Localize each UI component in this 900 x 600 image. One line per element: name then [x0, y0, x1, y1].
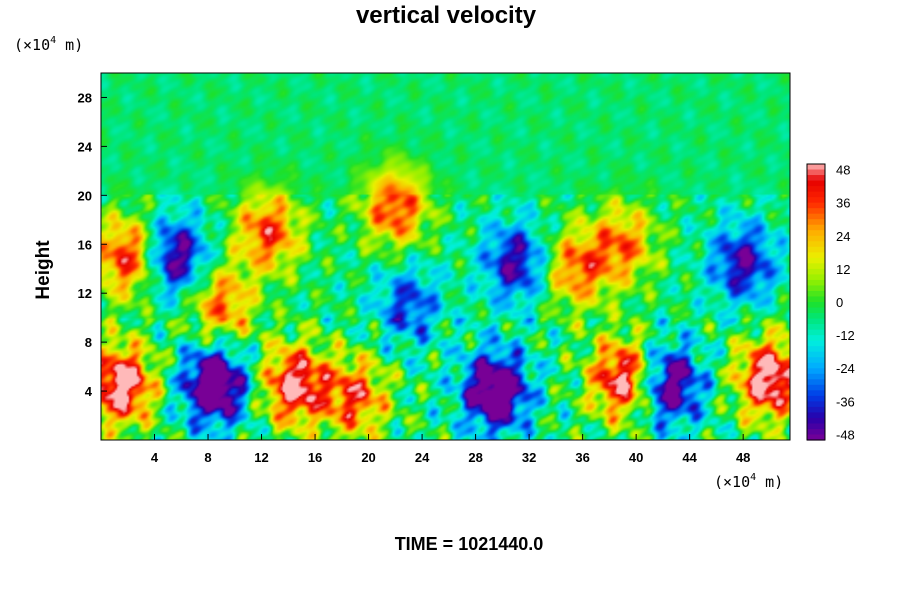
- x-tick-label: 16: [308, 450, 322, 465]
- colorbar-swatch: [807, 235, 825, 242]
- colorbar-swatch: [807, 274, 825, 281]
- colorbar-swatch: [807, 423, 825, 430]
- colorbar-swatch: [807, 313, 825, 320]
- x-tick-label: 44: [682, 450, 697, 465]
- x-tick-label: 48: [736, 450, 750, 465]
- colorbar-swatch: [807, 335, 825, 342]
- colorbar-swatch: [807, 224, 825, 231]
- x-axis-unit: (×104 m): [714, 472, 783, 491]
- colorbar-ticks: 48 36 24 12 0 -12 -24 -36 -48: [836, 163, 855, 443]
- colorbar-swatch: [807, 362, 825, 369]
- colorbar-swatch: [807, 219, 825, 226]
- x-tick-label: 12: [254, 450, 268, 465]
- colorbar-swatch: [807, 401, 825, 408]
- colorbar-tick-label: -24: [836, 361, 855, 376]
- colorbar-tick-label: 24: [836, 229, 850, 244]
- colorbar-swatch: [807, 257, 825, 264]
- colorbar-tick-label: 48: [836, 163, 850, 178]
- colorbar-swatch: [807, 246, 825, 253]
- y-tick-label: 8: [85, 335, 92, 350]
- y-axis-ticks: 4 8 12 16 20 24 28: [78, 90, 107, 399]
- colorbar-swatch: [807, 302, 825, 309]
- x-axis-ticks: 4 8 12 16 20 24 28 32 36 40 44 48: [151, 434, 750, 465]
- heatmap-plot-area: [100, 72, 791, 441]
- colorbar-tick-label: 12: [836, 262, 850, 277]
- colorbar-swatch: [807, 208, 825, 215]
- colorbar-swatch: [807, 263, 825, 270]
- colorbar: 48 36 24 12 0 -12 -24 -36 -48: [806, 163, 855, 443]
- colorbar-tick-label: 0: [836, 295, 843, 310]
- y-tick-label: 12: [78, 286, 92, 301]
- colorbar-swatch: [807, 346, 825, 353]
- x-tick-label: 40: [629, 450, 643, 465]
- x-tick-label: 28: [468, 450, 482, 465]
- colorbar-swatch: [807, 290, 825, 298]
- plot-frame: [100, 72, 791, 441]
- colorbar-swatch: [807, 241, 825, 248]
- colorbar-swatch: [807, 252, 825, 259]
- x-tick-label: 20: [361, 450, 375, 465]
- y-tick-label: 16: [78, 237, 92, 252]
- colorbar-swatch: [807, 186, 825, 193]
- x-tick-label: 36: [575, 450, 589, 465]
- colorbar-swatch: [807, 428, 825, 436]
- colorbar-swatch: [807, 368, 825, 375]
- colorbar-tick-label: -48: [836, 427, 855, 442]
- time-label: TIME = 1021440.0: [395, 534, 544, 554]
- colorbar-swatch: [807, 324, 825, 331]
- colorbar-swatch: [807, 351, 825, 358]
- colorbar-swatch: [807, 318, 825, 325]
- colorbar-swatch: [807, 213, 825, 220]
- colorbar-swatches: [807, 164, 825, 441]
- colorbar-tick-label: -12: [836, 328, 855, 343]
- x-tick-label: 32: [522, 450, 536, 465]
- colorbar-swatch: [807, 406, 825, 413]
- colorbar-swatch: [807, 285, 825, 292]
- colorbar-frame: [806, 163, 826, 441]
- colorbar-swatch: [807, 296, 825, 303]
- colorbar-swatch: [807, 197, 825, 204]
- y-axis-label: Height: [33, 240, 54, 300]
- colorbar-swatch: [807, 373, 825, 380]
- colorbar-swatch: [807, 202, 825, 209]
- colorbar-swatch: [807, 230, 825, 237]
- colorbar-swatch: [807, 268, 825, 275]
- colorbar-swatch: [807, 191, 825, 198]
- x-tick-label: 4: [151, 450, 159, 465]
- heatmap-image: [101, 73, 790, 440]
- colorbar-swatch: [807, 412, 825, 419]
- colorbar-swatch: [807, 175, 825, 182]
- y-tick-label: 4: [85, 384, 93, 399]
- x-tick-label: 8: [204, 450, 211, 465]
- y-tick-label: 20: [78, 188, 92, 203]
- colorbar-tick-label: -36: [836, 394, 855, 409]
- colorbar-swatch: [807, 434, 825, 441]
- chart-title: vertical velocity: [356, 2, 537, 29]
- colorbar-swatch: [807, 164, 825, 171]
- colorbar-swatch: [807, 169, 825, 176]
- colorbar-swatch: [807, 307, 825, 314]
- colorbar-swatch: [807, 384, 825, 391]
- colorbar-swatch: [807, 390, 825, 397]
- y-tick-label: 24: [78, 139, 93, 154]
- y-axis-unit: (×104 m): [14, 35, 83, 54]
- colorbar-swatch: [807, 329, 825, 336]
- colorbar-swatch: [807, 279, 825, 287]
- y-tick-label: 28: [78, 90, 92, 105]
- colorbar-swatch: [807, 180, 825, 187]
- colorbar-swatch: [807, 395, 825, 402]
- colorbar-swatch: [807, 357, 825, 364]
- colorbar-swatch: [807, 379, 825, 386]
- colorbar-tick-label: 36: [836, 196, 850, 211]
- colorbar-swatch: [807, 417, 825, 425]
- x-tick-label: 24: [415, 450, 430, 465]
- colorbar-swatch: [807, 340, 825, 347]
